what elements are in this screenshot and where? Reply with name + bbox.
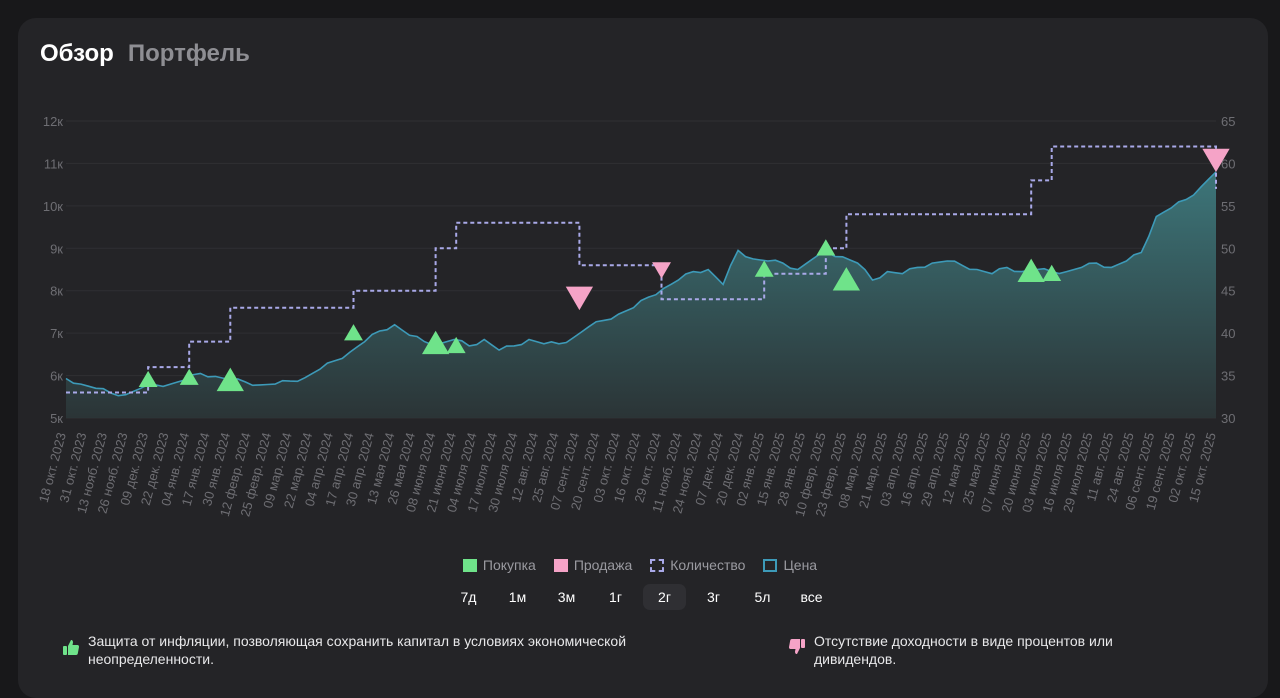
period-5y[interactable]: 5л — [754, 589, 771, 605]
y-axis-left: 5к 6к 7к 8к 9к 10к 11к 12к — [43, 114, 63, 426]
buy-marker — [138, 370, 158, 388]
legend-item-sell[interactable]: Продажа — [553, 557, 633, 573]
buy-marker — [1017, 258, 1045, 283]
legend-item-price[interactable]: Цена — [763, 557, 817, 573]
tab-overview[interactable]: Обзор — [40, 40, 114, 67]
y-left-tick-label: 9к — [50, 241, 63, 256]
sell-marker — [652, 262, 671, 279]
sell-marker — [565, 286, 594, 311]
tab-portfolio[interactable]: Портфель — [127, 40, 250, 67]
period-3m[interactable]: 3м — [557, 589, 576, 605]
price-area — [66, 171, 1216, 418]
y-left-tick-label: 10к — [43, 199, 63, 214]
y-left-tick-label: 5к — [50, 411, 63, 426]
y-left-tick-label: 11к — [44, 156, 63, 171]
period-7d[interactable]: 7д — [460, 589, 477, 605]
period-selector: 7д 1м 3м 1г 2г 3г 5л все — [0, 584, 1280, 610]
price-swatch — [763, 558, 778, 572]
buy-marker — [754, 260, 774, 277]
buy-marker — [216, 367, 244, 392]
price-area-fill — [66, 171, 1216, 418]
price-chart: 5к 6к 7к 8к 9к 10к 11к 12к 30 35 40 45 50 55 60 65 18 … — [36, 114, 1236, 518]
legend-label-quantity: Количество — [670, 557, 746, 573]
sell-marker — [1202, 148, 1230, 173]
quantity-swatch — [650, 558, 665, 572]
buy-marker — [1042, 264, 1062, 281]
y-right-tick-label: 40 — [1221, 326, 1235, 341]
y-left-tick-label: 6к — [50, 369, 63, 384]
buy-swatch — [462, 558, 477, 572]
y-right-tick-label: 50 — [1221, 241, 1235, 256]
legend-label-sell: Продажа — [573, 557, 633, 573]
legend-label-buy: Покупка — [482, 557, 536, 573]
buy-marker — [421, 330, 450, 355]
pro-item: Защита от инфляции, позволяющая сохранит… — [62, 632, 682, 668]
chart-legend: Покупка Продажа Количество Цена — [0, 557, 1280, 573]
buy-marker — [832, 267, 861, 291]
y-right-tick-label: 35 — [1221, 369, 1235, 384]
buy-marker — [344, 324, 363, 341]
period-1y[interactable]: 1г — [609, 589, 622, 605]
y-right-tick-label: 45 — [1221, 284, 1235, 299]
sell-swatch — [553, 558, 568, 572]
buy-marker — [179, 368, 199, 385]
con-item: Отсутствие доходности в виде процентов и… — [788, 632, 1148, 668]
legend-item-buy[interactable]: Покупка — [462, 557, 536, 573]
y-right-tick-label: 65 — [1221, 114, 1235, 129]
y-left-tick-label: 12к — [43, 114, 63, 129]
thumb-down-icon — [788, 639, 805, 654]
buy-marker — [816, 239, 836, 256]
period-all[interactable]: все — [800, 589, 823, 605]
legend-label-price: Цена — [783, 557, 818, 573]
period-3y[interactable]: 3г — [707, 589, 720, 605]
pro-text: Защита от инфляции, позволяющая сохранит… — [88, 633, 627, 667]
con-text: Отсутствие доходности в виде процентов и… — [814, 633, 1113, 667]
trade-markers — [138, 148, 1230, 392]
period-2y[interactable]: 2г — [643, 584, 686, 610]
tab-bar: Обзор Портфель — [40, 40, 250, 68]
thumb-up-icon — [63, 640, 80, 655]
y-left-tick-label: 8к — [50, 284, 63, 299]
y-axis-right: 30 35 40 45 50 55 60 65 — [1221, 114, 1235, 426]
y-right-tick-label: 60 — [1221, 156, 1235, 171]
y-right-tick-label: 30 — [1221, 411, 1235, 426]
y-left-tick-label: 7к — [50, 326, 63, 341]
y-right-tick-label: 55 — [1221, 199, 1235, 214]
buy-marker — [446, 336, 466, 354]
legend-item-quantity[interactable]: Количество — [650, 557, 745, 573]
period-1m[interactable]: 1м — [508, 589, 527, 605]
